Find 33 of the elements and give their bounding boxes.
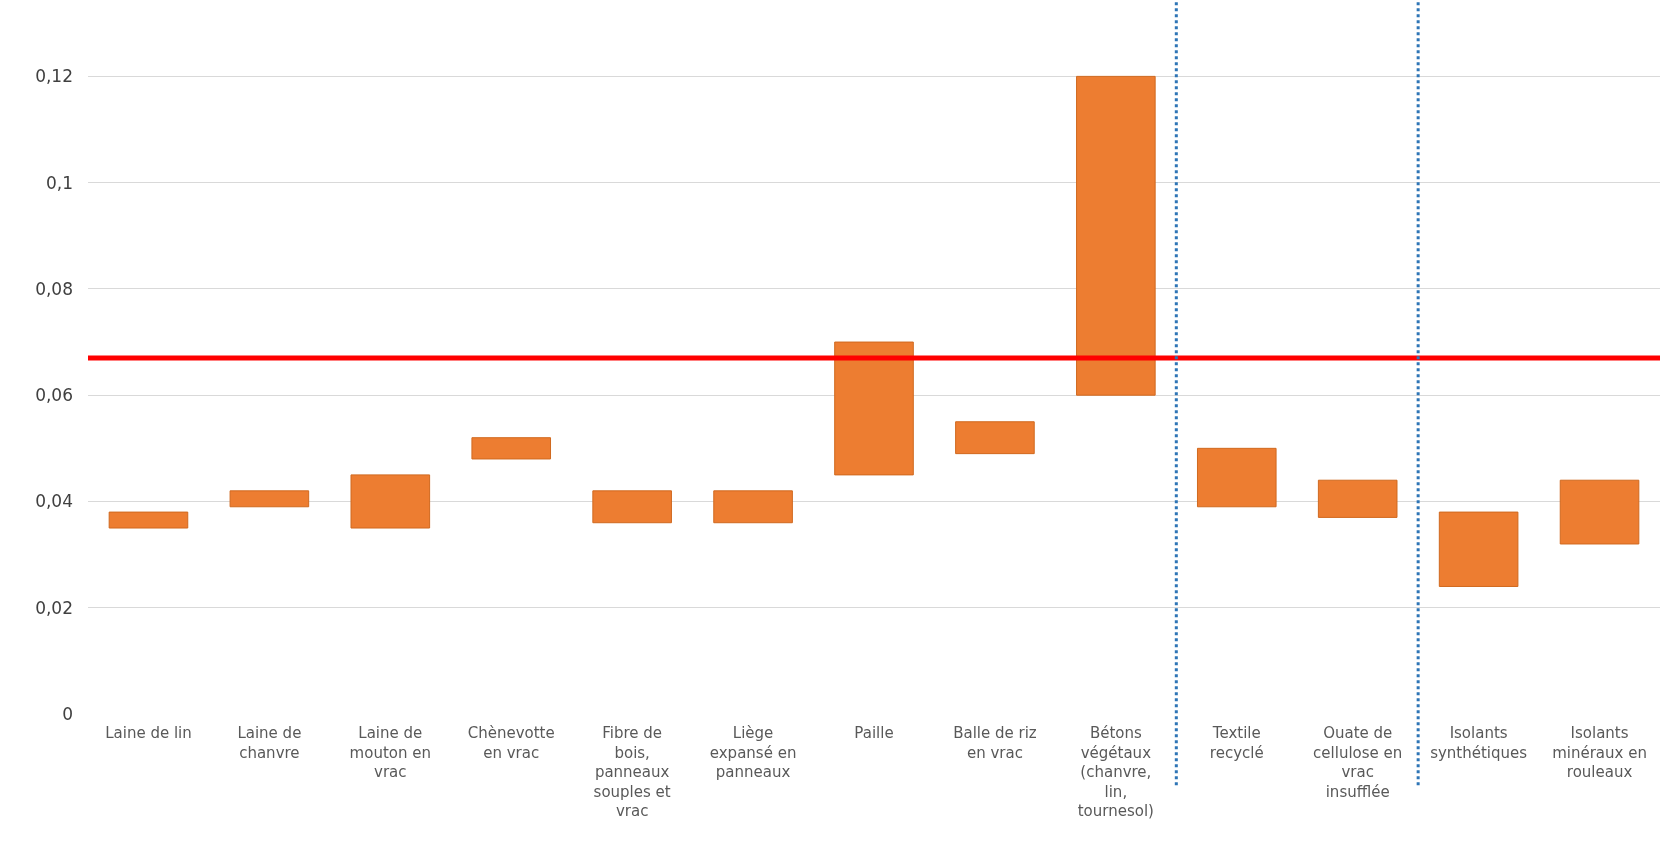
x-tick-label: Laine de lin bbox=[105, 724, 192, 742]
bar bbox=[350, 474, 431, 529]
bar bbox=[1317, 479, 1398, 518]
x-tick-label: Balle de riz en vrac bbox=[953, 724, 1037, 762]
bar bbox=[1196, 447, 1277, 508]
x-tick-label: Bétons végétaux (chanvre, lin, tournesol) bbox=[1077, 724, 1154, 820]
y-tick-label: 0,08 bbox=[35, 278, 73, 299]
y-tick-label: 0 bbox=[62, 703, 73, 724]
x-tick-label: Isolants minéraux en rouleaux bbox=[1552, 724, 1647, 781]
x-tick-label: Textile recyclé bbox=[1209, 724, 1264, 762]
bar bbox=[955, 421, 1035, 455]
bar bbox=[471, 437, 552, 460]
x-tick-label: Chènevotte en vrac bbox=[467, 724, 555, 762]
x-tick-label: Ouate de cellulose en vrac insufflée bbox=[1313, 724, 1403, 801]
bar bbox=[1438, 511, 1519, 587]
bar bbox=[713, 490, 793, 524]
bar bbox=[592, 490, 672, 524]
y-tick-label: 0,1 bbox=[45, 172, 73, 193]
y-tick-label: 0,06 bbox=[35, 385, 73, 406]
x-tick-label: Laine de chanvre bbox=[237, 724, 302, 762]
bar bbox=[108, 511, 189, 529]
y-tick-label: 0,12 bbox=[35, 66, 73, 87]
bar bbox=[1076, 75, 1156, 396]
bar bbox=[1559, 479, 1640, 545]
x-tick-label: Paille bbox=[854, 724, 894, 742]
x-tick-label: Laine de mouton en vrac bbox=[349, 724, 431, 781]
bar bbox=[229, 490, 310, 508]
y-tick-label: 0,04 bbox=[35, 491, 73, 512]
y-tick-label: 0,02 bbox=[35, 597, 73, 618]
bar bbox=[834, 341, 914, 476]
x-tick-label: Fibre de bois, panneaux souples et vrac bbox=[593, 724, 671, 820]
x-tick-label: Liège expansé en panneaux bbox=[709, 724, 797, 781]
x-tick-label: Isolants synthétiques bbox=[1430, 724, 1528, 762]
